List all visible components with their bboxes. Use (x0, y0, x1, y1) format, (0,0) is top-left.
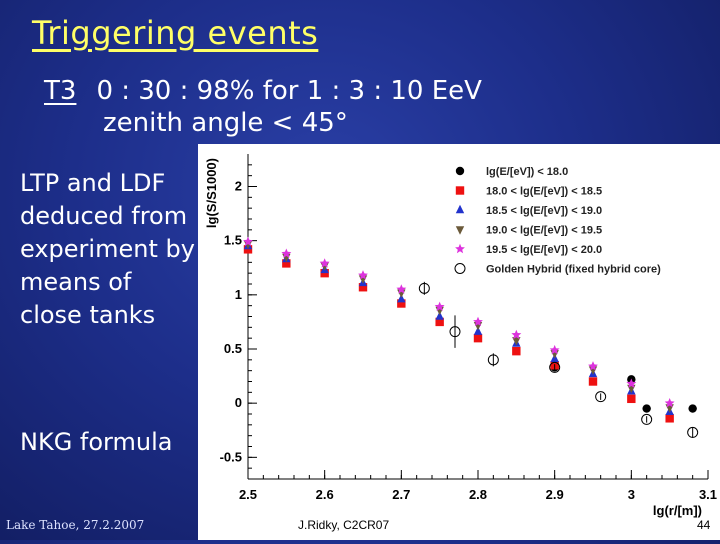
data-point (418, 282, 430, 294)
y-tick-label: 1 (235, 287, 242, 302)
data-point (397, 299, 406, 308)
data-point (435, 317, 444, 327)
legend-marker (455, 166, 465, 176)
data-point (473, 316, 483, 327)
data-point (435, 311, 444, 320)
legend-label: 19.0 < lg(E/[eV]) < 19.5 (486, 225, 602, 237)
trigger-line: T3 0 : 30 : 98% for 1 : 3 : 10 EeV (44, 76, 482, 106)
x-tick-label: 3.1 (699, 487, 717, 502)
data-point (549, 361, 561, 373)
legend-label: 18.5 < lg(E/[eV]) < 19.0 (486, 205, 602, 217)
x-tick-label: 2.5 (239, 487, 257, 502)
footer-event: Lake Tahoe, 27.2.2007 (6, 518, 145, 532)
data-point (665, 414, 674, 423)
data-point (320, 268, 329, 278)
data-point (397, 293, 406, 303)
trigger-rates: 0 : 30 : 98% for 1 : 3 : 10 EeV (96, 76, 482, 106)
data-point (588, 361, 598, 371)
page-number: 44 (697, 518, 711, 532)
data-point (473, 333, 483, 343)
x-axis-label: lg(r/[m]) (653, 503, 702, 518)
data-point (396, 284, 407, 294)
y-tick-label: 1.5 (224, 233, 242, 248)
data-point (641, 413, 653, 425)
data-point (688, 404, 697, 413)
x-tick-label: 2.9 (546, 487, 564, 502)
data-point (282, 259, 291, 268)
legend-marker (455, 243, 465, 254)
nkg-formula-text: NKG formula (20, 428, 173, 456)
ltp-ldf-text: LTP and LDF deduced from experiment by m… (20, 169, 195, 329)
legend-marker (454, 263, 466, 274)
data-point (434, 301, 445, 311)
data-point (588, 377, 598, 386)
y-axis-label: lg(S/S1000) (204, 158, 219, 228)
legend-label: lg(E/[eV]) < 18.0 (486, 166, 568, 178)
legend-label: 18.0 < lg(E/[eV]) < 18.5 (486, 186, 602, 198)
legend-marker (455, 226, 465, 235)
data-point (595, 391, 607, 403)
y-tick-label: 2 (235, 179, 242, 194)
data-point (358, 270, 368, 280)
y-tick-label: 0 (235, 395, 242, 410)
data-point (549, 344, 560, 355)
zenith-angle-text: zenith angle < 45° (103, 108, 348, 138)
legend-marker (455, 186, 465, 195)
data-point (687, 426, 699, 438)
data-point (665, 404, 674, 413)
data-point (243, 236, 253, 246)
slide-title: Triggering events (32, 14, 319, 52)
data-point (243, 245, 253, 254)
data-point (319, 258, 330, 268)
data-point (512, 337, 521, 346)
trigger-label: T3 (44, 76, 77, 106)
data-point (512, 346, 521, 356)
data-point (511, 329, 522, 340)
data-point (449, 326, 461, 338)
data-point (473, 326, 483, 335)
x-tick-label: 2.8 (469, 487, 487, 502)
data-point (626, 378, 637, 388)
chart-svg: 2.5 2.6 2.7 2.8 2.9 3 3.1 -0.5 0 0.5 1 1.5 2 lg(r/[m]… (204, 154, 717, 518)
data-point (358, 283, 368, 292)
x-tick-label: 2.7 (392, 487, 410, 502)
y-tick-label: -0.5 (220, 449, 242, 464)
y-tick-label: 0.5 (224, 341, 242, 356)
data-point (281, 248, 292, 258)
footer-author: J.Ridky, C2CR07 (298, 518, 390, 532)
scatter-plot: 2.5 2.6 2.7 2.8 2.9 3 3.1 -0.5 0 0.5 1 1.5 2 lg(r/[m]… (198, 144, 720, 540)
data-point (664, 398, 675, 408)
x-tick-label: 2.6 (316, 487, 334, 502)
data-point (487, 354, 499, 366)
x-tick-label: 3 (628, 487, 635, 502)
legend-marker (455, 204, 465, 214)
legend-label: 19.5 < lg(E/[eV]) < 20.0 (486, 244, 602, 256)
data-point (627, 394, 636, 404)
data-point (642, 404, 651, 413)
legend-label: Golden Hybrid (fixed hybrid core) (486, 264, 661, 276)
